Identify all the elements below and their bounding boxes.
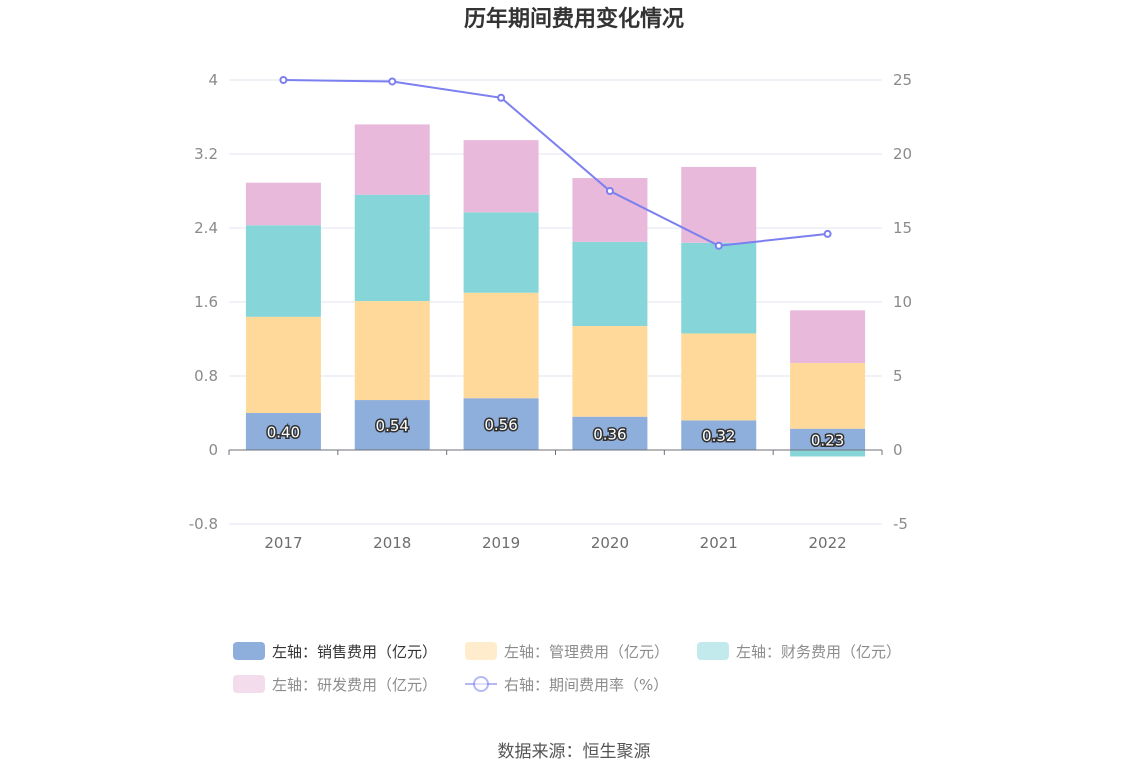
source-note: 数据来源：恒生聚源: [498, 742, 651, 762]
right-tick-label: 25: [893, 71, 912, 89]
gridlines: [229, 79, 882, 525]
bar-segment: [463, 292, 539, 399]
bar-segment: [681, 242, 757, 334]
data-labels: 0.40 0.54 0.56 0.36 0.32 0.23: [265, 415, 846, 451]
data-label: 0.23: [811, 431, 844, 449]
right-tick-label: 10: [893, 293, 912, 311]
rate-point: [605, 187, 614, 195]
rate-point: [388, 77, 397, 86]
legend-item: 左轴：管理费用（亿元）: [465, 642, 669, 661]
legend-swatch: [465, 642, 497, 660]
legend-item: 右轴：期间费用率（%）: [465, 676, 668, 694]
rate-point: [714, 241, 723, 250]
right-tick-label: 20: [893, 145, 912, 163]
legend-item: 左轴：销售费用（亿元）: [233, 642, 437, 661]
bars: [245, 124, 866, 457]
bar-segment: [681, 333, 757, 421]
bar-segment: [790, 310, 866, 364]
bar-segment: [790, 428, 866, 450]
left-tick-label: 2.4: [194, 219, 218, 237]
x-axis: 2017 2018 2019 2020 2021 2022: [228, 449, 883, 552]
bar-segment: [681, 420, 757, 450]
x-tick-label: 2018: [373, 534, 411, 552]
data-label: 0.54: [376, 417, 409, 435]
bar-segment: [790, 363, 866, 429]
left-tick-label: 0: [208, 441, 218, 459]
x-tick-label: 2019: [482, 534, 520, 552]
left-tick-label: 1.6: [194, 293, 218, 311]
legend-label: 左轴：管理费用（亿元）: [504, 643, 669, 661]
legend-label: 右轴：期间费用率（%）: [504, 676, 668, 694]
x-tick-label: 2022: [808, 534, 846, 552]
bar-segment: [245, 182, 321, 226]
bar-segment: [572, 326, 648, 417]
bar-segment: [245, 225, 321, 317]
bar-segment: [354, 400, 430, 450]
right-tick-label: 0: [893, 441, 903, 459]
left-y-axis: -0.8 0 0.8 1.6 2.4 3.2 4: [189, 71, 218, 533]
bar-segment: [463, 212, 539, 293]
bar-segment: [354, 124, 430, 195]
bar-segment: [354, 194, 430, 302]
right-tick-label: 15: [893, 219, 912, 237]
bar-segment: [790, 450, 866, 457]
x-tick-label: 2021: [700, 534, 738, 552]
x-tick-label: 2020: [591, 534, 629, 552]
rate-point: [497, 93, 506, 102]
rate-line: [279, 76, 832, 250]
left-tick-label: -0.8: [189, 515, 218, 533]
bar-segment: [463, 398, 539, 450]
legend-item: 左轴：研发费用（亿元）: [233, 675, 437, 694]
left-tick-label: 0.8: [194, 367, 218, 385]
data-label: 0.40: [267, 424, 300, 442]
bar-segment: [681, 166, 757, 243]
bar-segment: [572, 416, 648, 450]
legend-item: 左轴：财务费用（亿元）: [697, 642, 901, 661]
data-label: 0.56: [484, 416, 517, 434]
legend-marker: [473, 676, 489, 692]
bar-segment: [463, 140, 539, 213]
left-tick-label: 3.2: [194, 145, 218, 163]
rate-point: [279, 76, 288, 84]
rate-point: [823, 229, 832, 238]
legend: 左轴：销售费用（亿元） 左轴：管理费用（亿元） 左轴：财务费用（亿元） 左轴：研发费用…: [233, 642, 901, 694]
bar-segment: [245, 316, 321, 413]
bar-segment: [245, 413, 321, 450]
right-tick-label: 5: [893, 367, 903, 385]
data-label: 0.32: [702, 427, 735, 445]
bar-segment: [354, 301, 430, 401]
data-label: 0.36: [593, 425, 626, 443]
legend-label: 左轴：研发费用（亿元）: [272, 676, 437, 694]
bar-segment: [572, 241, 648, 327]
legend-swatch: [697, 642, 729, 660]
legend-label: 左轴：销售费用（亿元）: [272, 643, 437, 661]
left-tick-label: 4: [208, 71, 218, 89]
chart-title: 历年期间费用变化情况: [464, 6, 684, 32]
legend-swatch: [233, 675, 265, 693]
rate-line-path: [283, 79, 828, 247]
legend-label: 左轴：财务费用（亿元）: [736, 643, 901, 661]
right-tick-label: -5: [893, 515, 908, 533]
right-y-axis: -5 0 5 10 15 20 25: [893, 71, 912, 533]
legend-swatch: [233, 642, 265, 660]
x-tick-label: 2017: [264, 534, 302, 552]
